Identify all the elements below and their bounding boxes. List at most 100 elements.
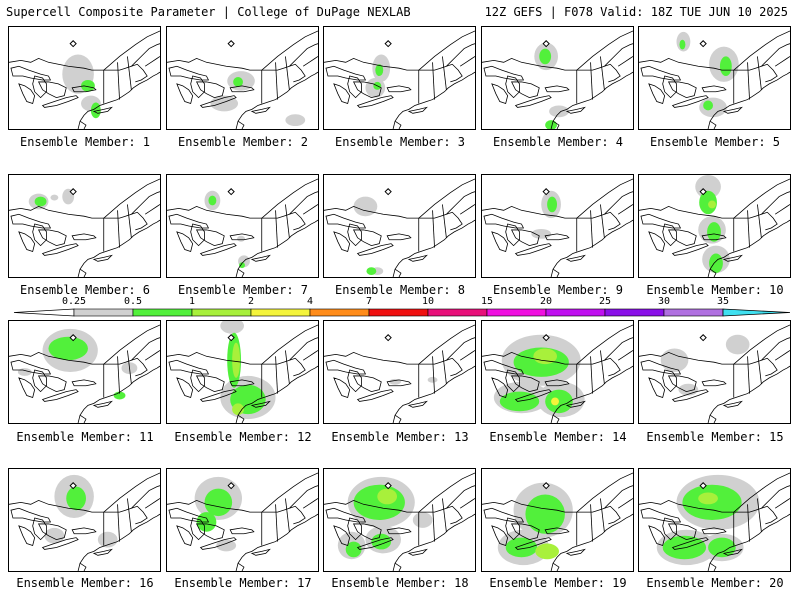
scp-map-1 (9, 30, 160, 129)
colorbar-tick-label: 4 (306, 296, 314, 307)
scp-map-8 (324, 178, 475, 277)
colorbar-tick-label: 0.25 (61, 296, 87, 307)
colorbar-segment (309, 308, 370, 317)
scp-map-9 (482, 178, 633, 277)
member-label: Ensemble Member: 13 (331, 430, 469, 444)
member-label: Ensemble Member: 7 (177, 283, 309, 297)
map-panel-member-1 (8, 26, 161, 130)
scp-shading (353, 484, 405, 520)
scp-shading (505, 537, 538, 558)
colorbar-tick-label: 20 (539, 296, 553, 307)
colorbar-tick-label: 2 (247, 296, 255, 307)
scp-map-12 (167, 321, 318, 423)
scp-shading (709, 253, 723, 274)
map-panel-member-4 (481, 26, 634, 130)
member-label: Ensemble Member: 2 (177, 135, 309, 149)
scp-shading (233, 77, 243, 87)
member-label: Ensemble Member: 16 (16, 576, 154, 590)
member-label: Ensemble Member: 1 (19, 135, 151, 149)
scp-shading (535, 543, 559, 560)
scp-shading (375, 64, 384, 77)
scp-shading (531, 228, 552, 239)
member-label: Ensemble Member: 14 (489, 430, 627, 444)
map-panel-member-11 (8, 320, 161, 424)
scp-shading (232, 403, 244, 416)
member-label: Ensemble Member: 15 (646, 430, 784, 444)
colorbar-segment (132, 308, 193, 317)
map-panel-member-13 (323, 320, 476, 424)
member-label: Ensemble Member: 20 (646, 576, 784, 590)
member-label: Ensemble Member: 4 (492, 135, 624, 149)
member-label: Ensemble Member: 12 (174, 430, 312, 444)
scp-shading (525, 494, 565, 534)
colorbar-segment (604, 308, 665, 317)
scp-shading (285, 114, 306, 127)
colorbar-tick-label: 15 (480, 296, 494, 307)
member-label: Ensemble Member: 10 (646, 283, 784, 297)
map-panel-member-12 (166, 320, 319, 424)
map-panel-member-19 (481, 468, 634, 572)
scp-shading (237, 235, 245, 242)
scp-map-17 (167, 472, 318, 571)
scp-shading (698, 492, 718, 505)
scp-shading (725, 334, 750, 355)
scp-shading (699, 97, 727, 118)
scp-shading (703, 100, 714, 111)
scp-shading (539, 48, 552, 65)
colorbar-segment (545, 308, 606, 317)
scp-shading (34, 196, 47, 207)
map-panel-member-9 (481, 174, 634, 278)
scp-shading (547, 196, 558, 213)
scp-map-20 (639, 472, 790, 571)
scp-shading (660, 348, 689, 372)
scp-map-10 (639, 175, 790, 277)
scp-shading (377, 488, 398, 505)
member-label: Ensemble Member: 5 (649, 135, 781, 149)
scp-shading (549, 105, 569, 118)
scp-shading (216, 539, 237, 552)
member-label: Ensemble Member: 6 (19, 283, 151, 297)
scp-shading (551, 397, 559, 406)
scp-shading (220, 321, 244, 334)
map-panel-member-20 (638, 468, 791, 572)
run-info: 12Z GEFS | F078 Valid: 18Z TUE JUN 10 20… (484, 5, 788, 19)
scp-map-15 (639, 324, 790, 423)
scp-shading (679, 39, 686, 50)
colorbar-tick-label: 30 (657, 296, 671, 307)
colorbar-segment (250, 308, 311, 317)
member-label: Ensemble Member: 8 (334, 283, 466, 297)
colorbar-right-arrow (722, 308, 791, 317)
map-panel-member-6 (8, 174, 161, 278)
map-panel-member-18 (323, 468, 476, 572)
colorbar-tick-label: 10 (421, 296, 435, 307)
colorbar-tick-label: 25 (598, 296, 612, 307)
scp-map-19 (482, 472, 633, 571)
member-label: Ensemble Member: 3 (334, 135, 466, 149)
colorbar-segment (368, 308, 429, 317)
colorbar-tick-label: 7 (365, 296, 373, 307)
scp-shading (707, 222, 721, 242)
member-label: Ensemble Member: 17 (174, 576, 312, 590)
scp-shading (66, 486, 86, 511)
scp-shading (232, 342, 241, 378)
scp-map-16 (9, 472, 160, 571)
scp-shading (44, 527, 65, 544)
scp-map-18 (324, 472, 475, 571)
scp-shading (545, 120, 558, 129)
colorbar (13, 308, 791, 317)
scp-map-3 (324, 30, 475, 129)
map-panel-member-8 (323, 174, 476, 278)
scp-shading (208, 195, 217, 206)
scp-shading (81, 79, 95, 92)
scp-map-5 (639, 30, 790, 129)
scp-shading (699, 190, 717, 215)
colorbar-tick-label: 35 (716, 296, 730, 307)
scp-shading (719, 56, 732, 77)
map-panel-member-14 (481, 320, 634, 424)
map-panel-member-16 (8, 468, 161, 572)
scp-map-14 (482, 324, 633, 423)
scp-shading (50, 194, 59, 201)
map-panel-member-10 (638, 174, 791, 278)
map-panel-member-15 (638, 320, 791, 424)
page-title: Supercell Composite Parameter | College … (6, 5, 411, 19)
